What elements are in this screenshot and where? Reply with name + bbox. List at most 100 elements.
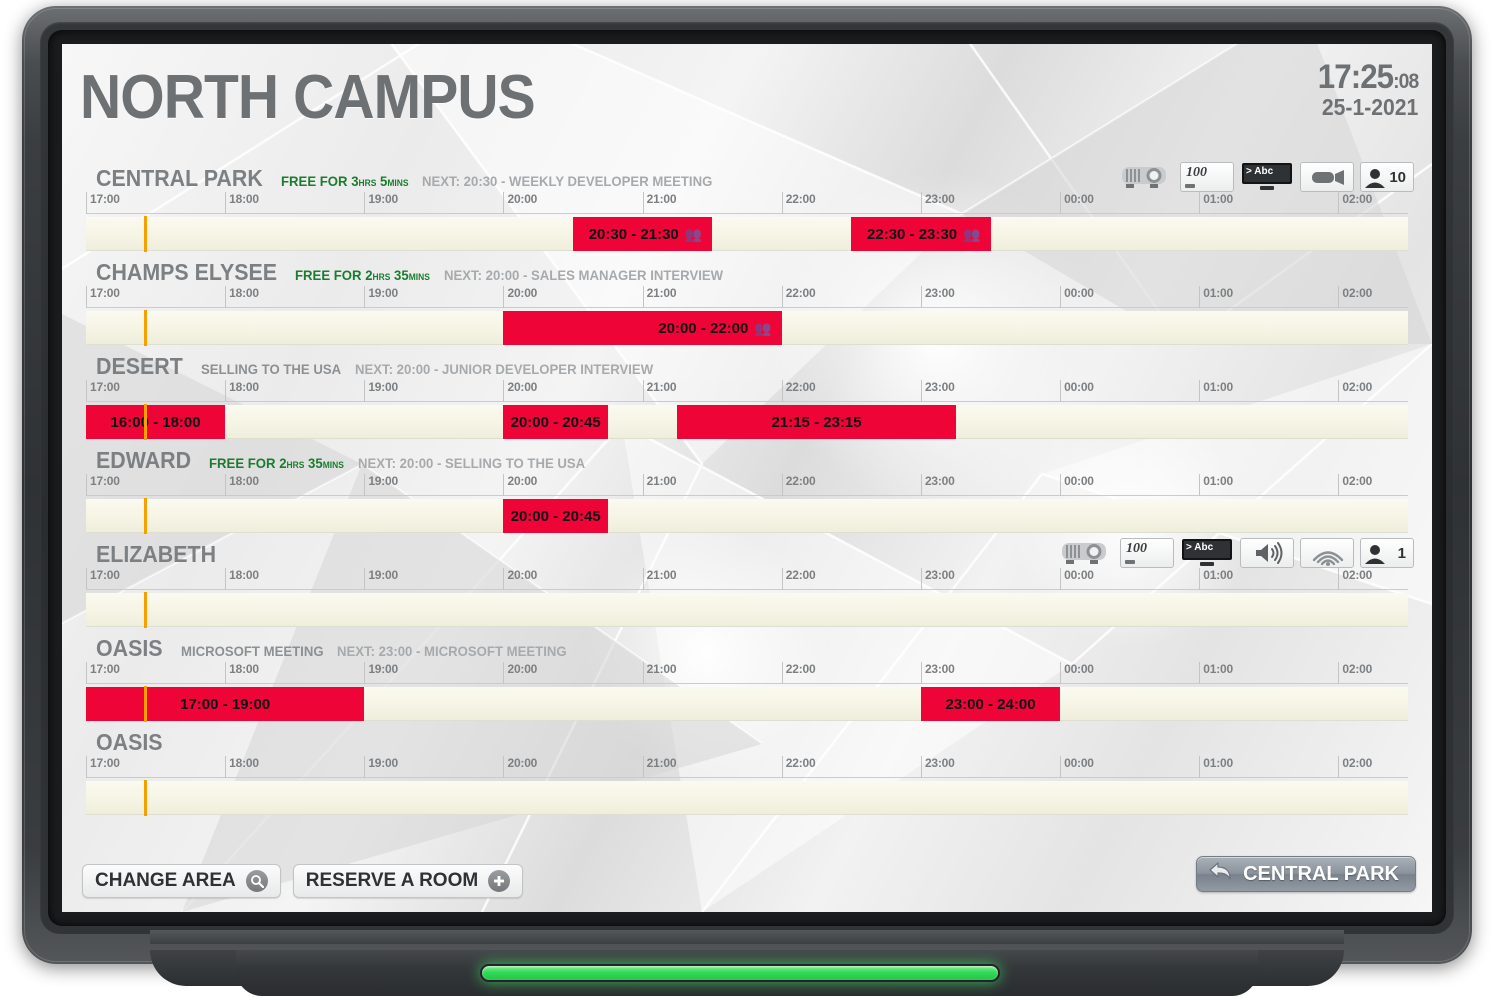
room-list: CENTRAL PARK FREE FOR 3HRS 5MINS NEXT: 20:… (72, 162, 1422, 820)
booking-block[interactable]: 17:00 - 19:00 (86, 687, 365, 721)
reserve-room-button[interactable]: RESERVE A ROOM (292, 864, 524, 898)
status-free-text: FREE FOR 3 (280, 173, 359, 189)
tv-icon: > Abc (1180, 538, 1234, 568)
room-row[interactable]: ELIZABETH 100 > Abc 1 17:00 18:00 19:00 20:00 21… (72, 538, 1422, 632)
timeline-tick: 00:00 (1060, 286, 1094, 308)
timeline-track[interactable] (86, 780, 1408, 816)
room-row[interactable]: CHAMPS ELYSEE FREE FOR 2HRS 35MINS NEXT: 2… (72, 256, 1422, 350)
tv-screen (1242, 163, 1292, 184)
timeline-tick: 22:00 (781, 756, 816, 778)
whiteboard-capacity-label: 100 (1126, 541, 1147, 556)
timeline-tick: 23:00 (920, 568, 955, 590)
timeline-tick: 17:00 (86, 380, 120, 402)
timeline-tick: 22:00 (781, 380, 816, 402)
timeline-tick: 18:00 (225, 286, 259, 308)
booking-block[interactable]: 23:00 - 24:00 (920, 687, 1061, 721)
capacity-icon: 1 (1360, 538, 1414, 568)
booking-time-label: 17:00 - 19:00 (180, 695, 271, 713)
timeline-tick: 17:00 (86, 568, 120, 590)
timeline-tick: 20:00 (503, 568, 537, 590)
timeline-tick: 00:00 (1060, 380, 1094, 402)
timeline-track[interactable]: 17:00 - 19:00 23:00 - 24:00 (86, 686, 1408, 722)
timeline-tick: 17:00 (86, 756, 120, 778)
status-unit-minutes: MINS (408, 272, 430, 282)
room-name: CHAMPS ELYSEE (96, 259, 278, 285)
booking-time-label: 20:00 - 22:00 (658, 319, 749, 337)
timeline-track[interactable] (86, 592, 1408, 628)
booking-time-label: 20:00 - 20:45 (510, 507, 601, 525)
timeline-tick: 21:00 (642, 474, 677, 496)
room-header: OASIS (72, 726, 1422, 756)
room-header: DESERT SELLING TO THE USA NEXT: 20:00 - JU… (72, 350, 1422, 380)
back-arrow-icon (1207, 860, 1233, 888)
projector-icon (1118, 162, 1174, 192)
timeline-tick: 01:00 (1199, 286, 1233, 308)
timeline-tick: 20:00 (503, 380, 537, 402)
capacity-icon: 10 (1360, 162, 1414, 192)
room-name: ELIZABETH (96, 541, 217, 567)
room-status: FREE FOR 2HRS 35MINS (295, 267, 430, 283)
projector-icon (1058, 538, 1114, 568)
booking-block[interactable]: 20:00 - 22:00 👥 (503, 311, 782, 345)
room-header: EDWARD FREE FOR 2HRS 35MINS NEXT: 20:00 - … (72, 444, 1422, 474)
booking-block[interactable]: 20:30 - 21:30 👥 (573, 217, 713, 251)
booking-block[interactable]: 20:00 - 20:45 (503, 499, 608, 533)
timeline-tick: 21:00 (642, 286, 677, 308)
timeline-track[interactable]: 16:00 - 18:00 20:00 - 20:45 21:15 - 23:15 (86, 404, 1408, 440)
timeline-tick: 20:00 (503, 286, 537, 308)
timeline-track[interactable]: 20:30 - 21:30 👥 22:30 - 23:30 👥 (86, 216, 1408, 252)
back-button-label: CENTRAL PARK (1243, 862, 1399, 885)
whiteboard-icon: 100 (1180, 162, 1234, 192)
attendees-icon: 👥 (754, 319, 772, 336)
timeline-tick: 19:00 (364, 756, 398, 778)
timeline-tick: 19:00 (364, 662, 398, 684)
screen-content: NORTH CAMPUS 17:25:08 25-1-2021 CENTRAL … (62, 44, 1432, 912)
timeline-track[interactable]: 20:00 - 20:45 (86, 498, 1408, 534)
booking-time-label: 20:00 - 20:45 (510, 413, 601, 431)
room-name: EDWARD (96, 447, 192, 473)
booking-block[interactable]: 21:15 - 23:15 (677, 405, 956, 439)
timeline-track[interactable]: 20:00 - 22:00 👥 (86, 310, 1408, 346)
timeline-tick: 01:00 (1199, 474, 1233, 496)
tv-label: > Abc (1246, 166, 1274, 177)
whiteboard-capacity-label: 100 (1186, 165, 1207, 180)
whiteboard-icon: 100 (1120, 538, 1174, 568)
booking-block[interactable]: 16:00 - 18:00 (86, 405, 226, 439)
change-area-button[interactable]: CHANGE AREA (82, 864, 281, 898)
timeline-tick: 22:00 (781, 192, 816, 214)
clock-time: 17:25:08 (1317, 58, 1419, 97)
status-unit-hours: HRS (372, 272, 391, 282)
room-row[interactable]: EDWARD FREE FOR 2HRS 35MINS NEXT: 20:00 - … (72, 444, 1422, 538)
timeline-tick: 22:00 (781, 662, 816, 684)
status-minutes-value: 35 (304, 455, 323, 471)
current-time-marker (144, 498, 148, 534)
booking-time-label: 16:00 - 18:00 (110, 413, 201, 431)
timeline-tick: 20:00 (503, 756, 537, 778)
timeline-tick: 02:00 (1338, 568, 1372, 590)
clock: 17:25:08 25-1-2021 (1309, 58, 1419, 121)
room-row[interactable]: DESERT SELLING TO THE USA NEXT: 20:00 - JU… (72, 350, 1422, 444)
room-row[interactable]: CENTRAL PARK FREE FOR 3HRS 5MINS NEXT: 20:… (72, 162, 1422, 256)
clock-hhmm: 17:25 (1317, 58, 1393, 96)
timeline-tick: 23:00 (920, 192, 955, 214)
status-unit-minutes: MINS (322, 460, 344, 470)
timeline-tick: 21:00 (642, 380, 677, 402)
booking-block[interactable]: 20:00 - 20:45 (503, 405, 608, 439)
timeline-tick: 02:00 (1338, 662, 1372, 684)
booking-block[interactable]: 22:30 - 23:30 👥 (851, 217, 991, 251)
timeline-tick: 20:00 (503, 192, 537, 214)
back-to-room-button[interactable]: CENTRAL PARK (1196, 856, 1416, 892)
timeline-tick: 19:00 (364, 568, 398, 590)
room-row[interactable]: OASIS MICROSOFT MEETING NEXT: 23:00 - MICR… (72, 632, 1422, 726)
timeline-tick: 19:00 (364, 380, 398, 402)
tv-screen (1182, 539, 1232, 560)
timeline-tick: 19:00 (364, 192, 398, 214)
booking-time-label: 22:30 - 23:30 (867, 225, 958, 243)
status-led-indicator (480, 964, 1000, 982)
status-unit-minutes: MINS (387, 178, 409, 188)
bezel-base-shade (150, 930, 1344, 944)
timeline-tick: 01:00 (1199, 568, 1233, 590)
room-next-meeting: NEXT: 20:00 - SELLING TO THE USA (357, 455, 586, 471)
room-name: OASIS (96, 635, 163, 661)
room-row[interactable]: OASIS 17:00 18:00 19:00 20:00 21:00 22:00 23:00… (72, 726, 1422, 820)
